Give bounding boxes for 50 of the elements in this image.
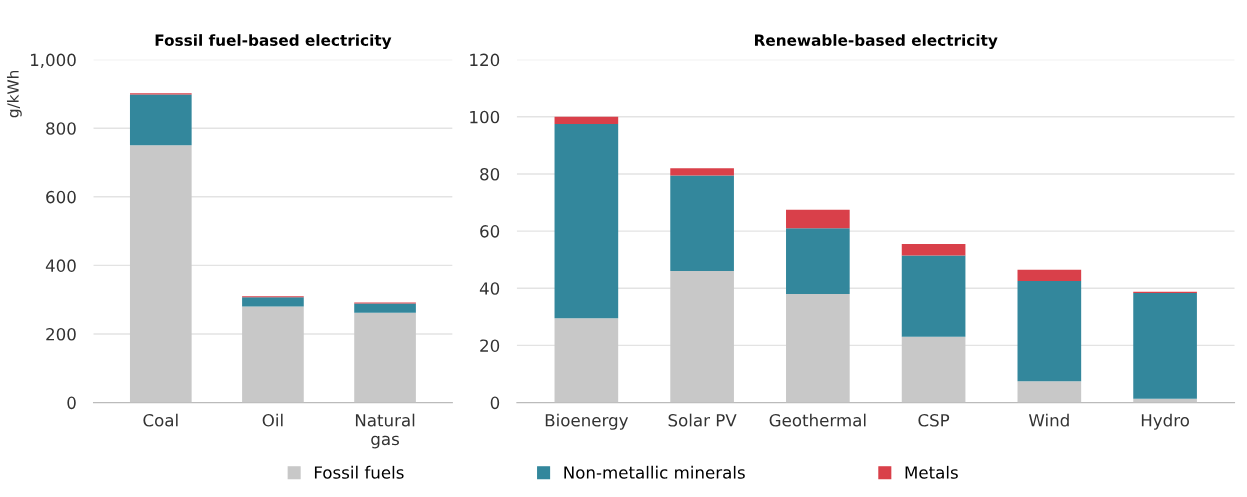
y-tick-label: 200	[46, 327, 76, 341]
bar	[901, 255, 966, 337]
x-tick-label: Geothermal	[769, 413, 866, 427]
bar	[901, 336, 966, 403]
y-tick-label: 1,000	[30, 53, 76, 68]
bar	[901, 243, 966, 256]
bar	[670, 168, 734, 176]
legend-label: Fossil fuels	[314, 465, 404, 479]
chart-title: Renewable-based electricity	[754, 34, 998, 50]
y-tick-label: 60	[480, 225, 500, 238]
bar	[670, 271, 734, 403]
x-tick-label: Coal	[143, 413, 178, 427]
bar	[786, 293, 850, 403]
y-tick-label: 800	[46, 122, 76, 135]
bar	[786, 228, 850, 294]
x-tick-label: CSP	[918, 413, 950, 427]
y-tick-label: 40	[479, 282, 500, 295]
x-tick-label: Hydro	[1141, 413, 1189, 430]
legend-label: Non-metallic minerals	[564, 465, 745, 479]
bar	[354, 303, 416, 313]
legend-label: Metals	[905, 465, 958, 479]
y-tick-label: 120	[470, 53, 500, 67]
bar	[1133, 293, 1197, 399]
y-tick-label: 0	[67, 396, 76, 410]
bar	[554, 123, 619, 319]
x-tick-label: Wind	[1028, 413, 1069, 427]
bar	[670, 175, 734, 272]
bar	[129, 145, 192, 403]
y-tick-label: 0	[490, 396, 500, 410]
bar	[242, 297, 304, 307]
y-tick-label: 80	[480, 167, 500, 181]
chart-title: Fossil fuel-based electricity	[155, 34, 392, 50]
bar	[554, 318, 619, 403]
bar	[1017, 381, 1082, 403]
x-tick-label: Bioenergy	[545, 413, 629, 430]
y-tick-label: 600	[46, 190, 76, 204]
y-tick-label: 20	[480, 339, 500, 352]
bar	[786, 209, 850, 229]
x-tick-label: Natural gas	[355, 413, 415, 449]
y-axis-title: g/kWh	[6, 70, 22, 118]
bar	[1017, 281, 1082, 382]
bar	[1017, 269, 1082, 282]
x-tick-label: Oil	[262, 413, 283, 427]
bar	[354, 312, 416, 403]
y-tick-label: 100	[470, 110, 500, 124]
y-tick-label: 400	[45, 259, 76, 272]
bar	[554, 116, 619, 124]
bar	[129, 94, 192, 146]
x-tick-label: Solar PV	[668, 413, 737, 427]
bar	[242, 306, 304, 403]
